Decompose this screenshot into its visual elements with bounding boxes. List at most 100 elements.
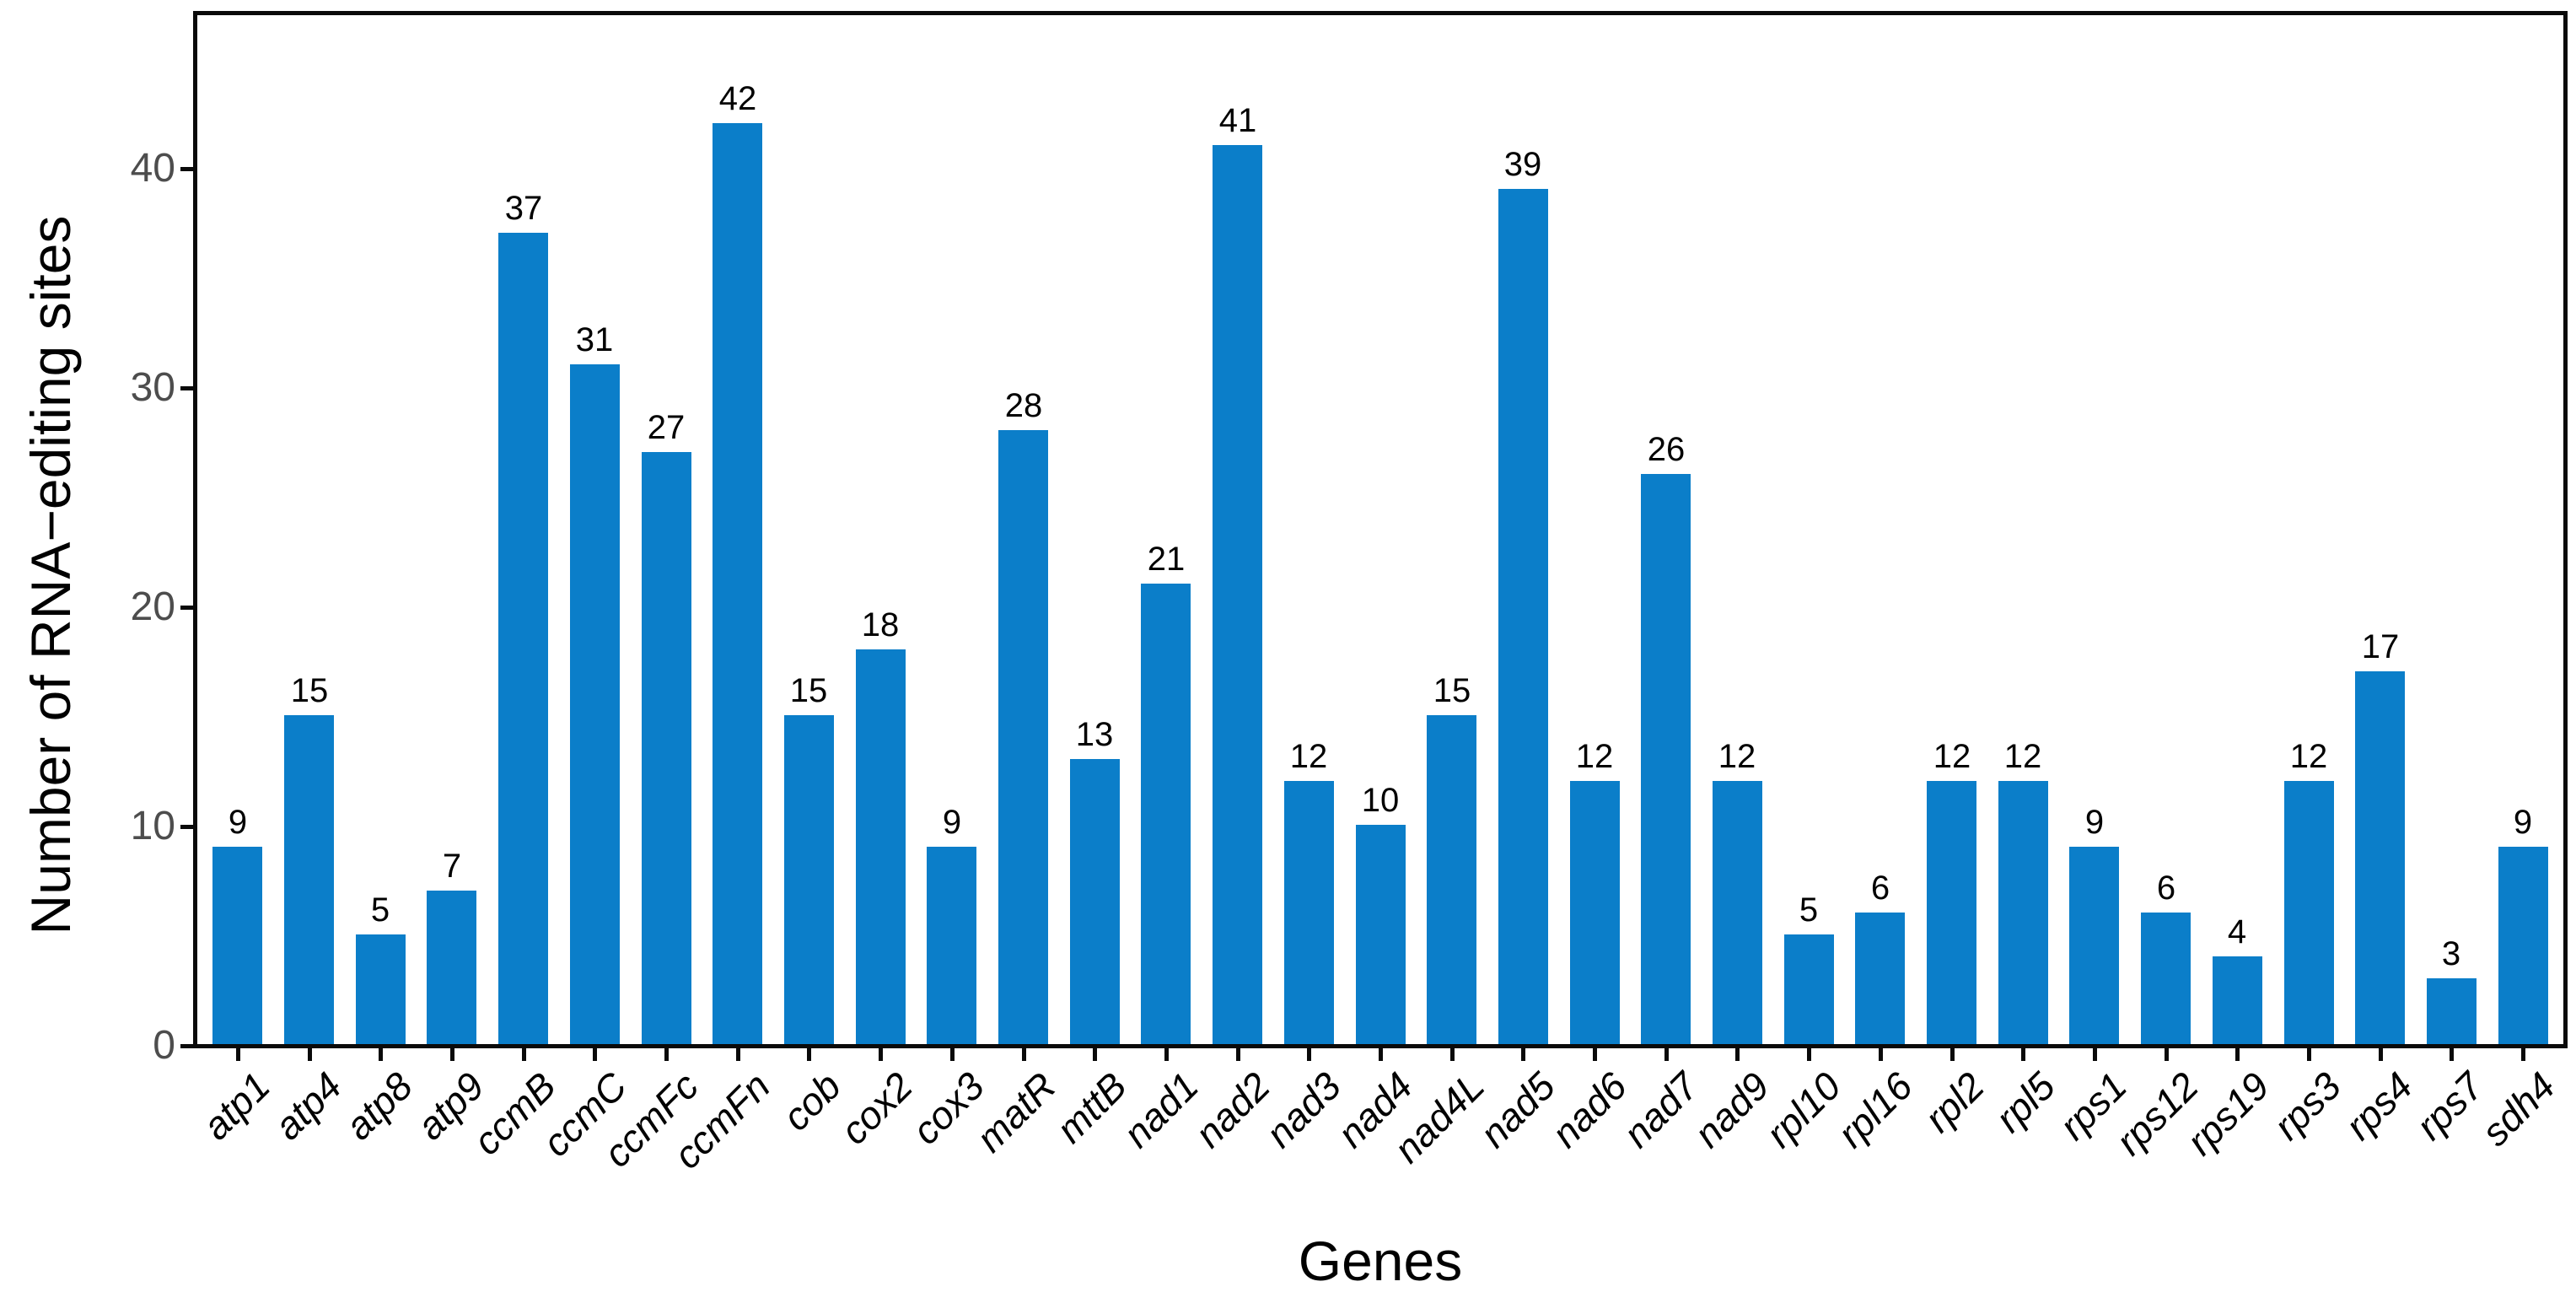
y-axis-tick bbox=[180, 606, 194, 610]
bar-value-label: 42 bbox=[718, 80, 757, 117]
bar-value-label: 9 bbox=[942, 804, 962, 841]
bar-atp4 bbox=[284, 715, 334, 1044]
x-axis-tick bbox=[1950, 1048, 1955, 1061]
bar-nad9 bbox=[1713, 781, 1762, 1044]
x-axis-tick bbox=[2235, 1048, 2240, 1061]
bar-value-label: 9 bbox=[2513, 804, 2533, 841]
bar-value-label: 15 bbox=[789, 672, 828, 709]
bar-rpl5 bbox=[1998, 781, 2048, 1044]
x-axis-tick bbox=[664, 1048, 669, 1061]
bar-value-label: 12 bbox=[1718, 738, 1756, 775]
y-axis-tick bbox=[180, 386, 194, 390]
bar-value-label: 12 bbox=[1289, 738, 1328, 775]
y-axis-tick bbox=[180, 167, 194, 171]
x-axis-tick bbox=[807, 1048, 811, 1061]
bar-matR bbox=[998, 430, 1048, 1044]
bar-value-label: 3 bbox=[2441, 935, 2461, 972]
bar-nad1 bbox=[1141, 584, 1191, 1044]
bar-value-label: 4 bbox=[2227, 913, 2247, 950]
bar-rps7 bbox=[2427, 978, 2477, 1044]
bar-rps1 bbox=[2069, 847, 2119, 1044]
x-axis-tick bbox=[1164, 1048, 1169, 1061]
bar-nad4 bbox=[1356, 825, 1406, 1044]
x-axis-tick bbox=[308, 1048, 312, 1061]
bar-rps4 bbox=[2355, 671, 2405, 1044]
bar-rpl10 bbox=[1784, 934, 1834, 1044]
x-axis-tick bbox=[2307, 1048, 2311, 1061]
y-axis-tick bbox=[180, 1044, 194, 1048]
x-axis-tick bbox=[1307, 1048, 1311, 1061]
bar-value-label: 5 bbox=[1799, 891, 1819, 929]
bar-value-label: 6 bbox=[2156, 870, 2176, 907]
bar-value-label: 7 bbox=[442, 848, 462, 885]
x-axis-tick bbox=[1450, 1048, 1455, 1061]
x-axis-tick bbox=[2450, 1048, 2454, 1061]
x-axis-tick bbox=[1735, 1048, 1740, 1061]
y-axis-title: Number of RNA−editing sites bbox=[19, 215, 82, 935]
x-axis-tick bbox=[2093, 1048, 2097, 1061]
bar-value-label: 12 bbox=[2003, 738, 2042, 775]
bar-ccmFc bbox=[642, 452, 691, 1044]
bar-nad2 bbox=[1213, 145, 1262, 1044]
bar-ccmB bbox=[498, 233, 548, 1044]
bar-atp9 bbox=[427, 891, 476, 1044]
bar-value-label: 15 bbox=[290, 672, 329, 709]
x-axis-tick bbox=[1521, 1048, 1525, 1061]
x-axis-tick bbox=[593, 1048, 597, 1061]
bar-value-label: 13 bbox=[1075, 716, 1114, 753]
x-axis-tick bbox=[1593, 1048, 1597, 1061]
x-axis-tick bbox=[1022, 1048, 1026, 1061]
bar-value-label: 9 bbox=[228, 804, 248, 841]
x-axis-title: Genes bbox=[1298, 1230, 1463, 1292]
x-axis-tick bbox=[2521, 1048, 2525, 1061]
bar-cox3 bbox=[927, 847, 976, 1044]
y-tick-label: 40 bbox=[130, 146, 175, 191]
bar-value-label: 37 bbox=[504, 190, 543, 227]
y-axis-tick bbox=[180, 825, 194, 829]
bar-rps3 bbox=[2284, 781, 2334, 1044]
bar-value-label: 41 bbox=[1218, 102, 1257, 139]
bar-value-label: 10 bbox=[1361, 782, 1400, 819]
bar-value-label: 18 bbox=[861, 606, 900, 643]
bar-value-label: 27 bbox=[647, 409, 686, 446]
x-axis-tick bbox=[450, 1048, 454, 1061]
bar-value-label: 17 bbox=[2361, 628, 2400, 665]
bar-rps12 bbox=[2141, 913, 2191, 1044]
x-axis-tick bbox=[1879, 1048, 1883, 1061]
x-axis-tick bbox=[1807, 1048, 1811, 1061]
bar-nad7 bbox=[1641, 474, 1691, 1044]
x-axis-tick bbox=[1379, 1048, 1383, 1061]
x-axis-tick bbox=[2379, 1048, 2383, 1061]
x-axis-tick bbox=[236, 1048, 240, 1061]
x-axis-tick bbox=[950, 1048, 955, 1061]
x-axis-tick bbox=[379, 1048, 383, 1061]
bar-value-label: 31 bbox=[575, 321, 614, 358]
bar-value-label: 39 bbox=[1503, 146, 1542, 183]
bar-ccmFn bbox=[713, 123, 762, 1044]
bar-sdh4 bbox=[2498, 847, 2548, 1044]
bar-value-label: 6 bbox=[1870, 870, 1890, 907]
bar-ccmC bbox=[570, 364, 620, 1044]
bar-nad5 bbox=[1498, 189, 1548, 1044]
bar-value-label: 12 bbox=[1933, 738, 1971, 775]
x-axis-tick bbox=[2021, 1048, 2025, 1061]
x-axis-tick bbox=[2165, 1048, 2169, 1061]
bar-cob bbox=[784, 715, 834, 1044]
bar-nad6 bbox=[1570, 781, 1620, 1044]
x-axis-tick bbox=[736, 1048, 740, 1061]
bar-mttB bbox=[1070, 759, 1120, 1044]
bar-nad3 bbox=[1284, 781, 1334, 1044]
bar-value-label: 26 bbox=[1647, 431, 1686, 468]
bar-value-label: 21 bbox=[1147, 541, 1186, 578]
y-tick-label: 20 bbox=[130, 584, 175, 629]
x-axis-tick bbox=[1664, 1048, 1669, 1061]
bar-cox2 bbox=[856, 649, 906, 1044]
plot-panel-border bbox=[193, 11, 2568, 1048]
x-axis-tick bbox=[879, 1048, 883, 1061]
y-tick-label: 30 bbox=[130, 365, 175, 410]
bar-value-label: 12 bbox=[2289, 738, 2328, 775]
bar-rps19 bbox=[2213, 956, 2262, 1044]
x-axis-tick bbox=[522, 1048, 526, 1061]
bar-value-label: 15 bbox=[1433, 672, 1471, 709]
